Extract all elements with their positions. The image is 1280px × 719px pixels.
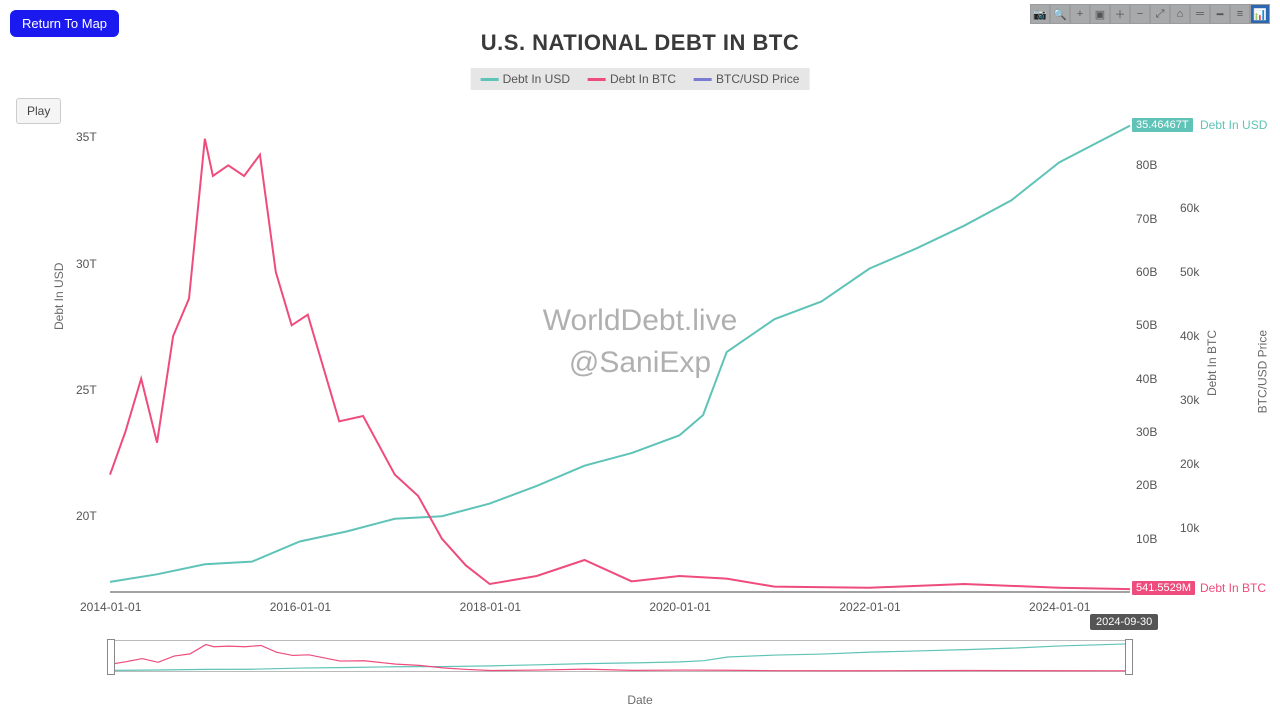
y-right-a-tick: 70B: [1136, 212, 1157, 226]
logo-icon[interactable]: 📊: [1250, 4, 1270, 24]
chart-legend: Debt In USD Debt In BTC BTC/USD Price: [471, 68, 810, 90]
legend-swatch: [694, 78, 712, 81]
crosshair-icon[interactable]: +: [1070, 4, 1090, 24]
series-end-badge-usd: 35.46467T: [1132, 118, 1193, 132]
y-right-b-tick: 50k: [1180, 265, 1199, 279]
y-right-a-tick: 60B: [1136, 265, 1157, 279]
y-left-tick: 30T: [76, 257, 97, 271]
range-handle-left[interactable]: [107, 639, 115, 675]
play-button[interactable]: Play: [16, 98, 61, 124]
series-end-label-usd: Debt In USD: [1200, 118, 1267, 132]
y-left-tick: 35T: [76, 130, 97, 144]
compare-icon[interactable]: ≡: [1230, 4, 1250, 24]
chart-title: U.S. NATIONAL DEBT IN BTC: [0, 30, 1280, 56]
spike-icon[interactable]: ═: [1190, 4, 1210, 24]
y-right-a-tick: 10B: [1136, 532, 1157, 546]
hover-icon[interactable]: ━: [1210, 4, 1230, 24]
y-right-b-tick: 40k: [1180, 329, 1199, 343]
x-tick: 2014-01-01: [80, 600, 141, 614]
box-select-icon[interactable]: ▣: [1090, 4, 1110, 24]
y-right-b-tick: 60k: [1180, 201, 1199, 215]
range-slider[interactable]: [110, 640, 1130, 672]
y-right-a-tick: 20B: [1136, 478, 1157, 492]
legend-label: BTC/USD Price: [716, 72, 799, 86]
chart-plot-area[interactable]: [110, 112, 1130, 592]
camera-icon[interactable]: 📷: [1030, 4, 1050, 24]
y-left-tick: 20T: [76, 509, 97, 523]
y-right-a-tick: 40B: [1136, 372, 1157, 386]
y-right-b-tick: 20k: [1180, 457, 1199, 471]
y-right-a-tick: 50B: [1136, 318, 1157, 332]
y-axis-right-a-label: Debt In BTC: [1205, 330, 1219, 396]
series-end-badge-btc: 541.5529M: [1132, 581, 1195, 595]
plotly-toolbar: 📷🔍+▣＋−⤢⌂═━≡📊: [1030, 4, 1270, 24]
y-axis-left-label: Debt In USD: [52, 263, 66, 330]
legend-label: Debt In BTC: [610, 72, 676, 86]
y-axis-right-b-label: BTC/USD Price: [1255, 330, 1269, 413]
autoscale-icon[interactable]: ⤢: [1150, 4, 1170, 24]
x-tick: 2020-01-01: [649, 600, 710, 614]
legend-swatch: [481, 78, 499, 81]
zoom-icon[interactable]: 🔍: [1050, 4, 1070, 24]
range-handle-right[interactable]: [1125, 639, 1133, 675]
x-tick: 2018-01-01: [460, 600, 521, 614]
legend-item[interactable]: BTC/USD Price: [694, 72, 799, 86]
x-axis-label: Date: [627, 693, 652, 707]
y-left-tick: 25T: [76, 383, 97, 397]
x-tick: 2024-01-01: [1029, 600, 1090, 614]
legend-swatch: [588, 78, 606, 81]
x-tick: 2016-01-01: [270, 600, 331, 614]
legend-label: Debt In USD: [503, 72, 570, 86]
zoom-out-icon[interactable]: −: [1130, 4, 1150, 24]
y-right-a-tick: 80B: [1136, 158, 1157, 172]
x-axis-end-date-badge: 2024-09-30: [1090, 614, 1158, 630]
y-right-b-tick: 30k: [1180, 393, 1199, 407]
zoom-in-icon[interactable]: ＋: [1110, 4, 1130, 24]
y-right-a-tick: 30B: [1136, 425, 1157, 439]
series-end-label-btc: Debt In BTC: [1200, 581, 1266, 595]
x-tick: 2022-01-01: [839, 600, 900, 614]
legend-item[interactable]: Debt In USD: [481, 72, 570, 86]
y-right-b-tick: 10k: [1180, 521, 1199, 535]
legend-item[interactable]: Debt In BTC: [588, 72, 676, 86]
home-icon[interactable]: ⌂: [1170, 4, 1190, 24]
